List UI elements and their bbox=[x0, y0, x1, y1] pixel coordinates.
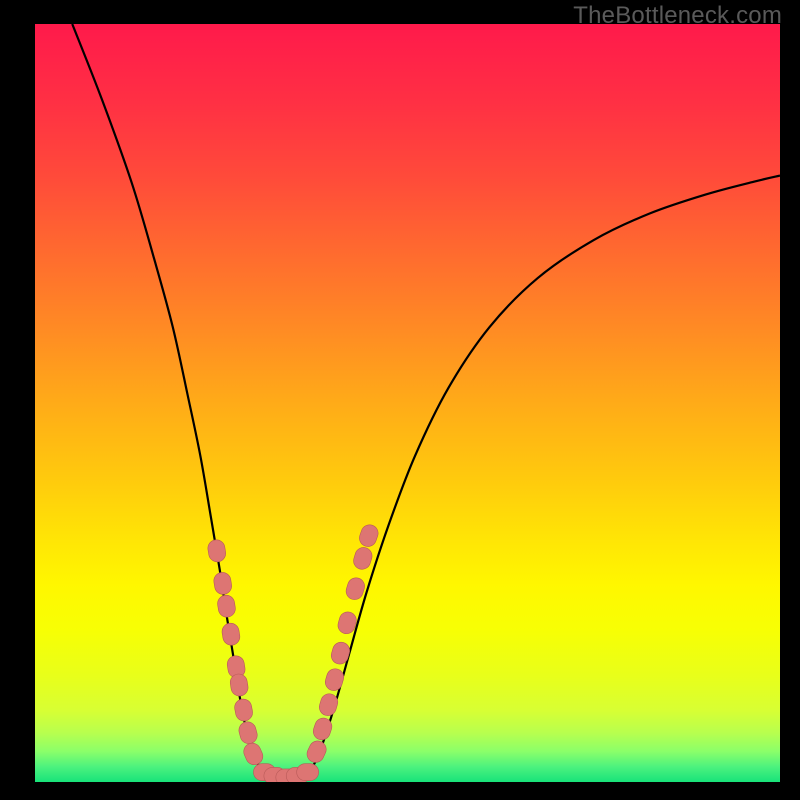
background-gradient bbox=[35, 24, 780, 782]
stage: TheBottleneck.com bbox=[0, 0, 800, 800]
plot-area bbox=[35, 24, 780, 782]
watermark-text: TheBottleneck.com bbox=[573, 2, 782, 30]
